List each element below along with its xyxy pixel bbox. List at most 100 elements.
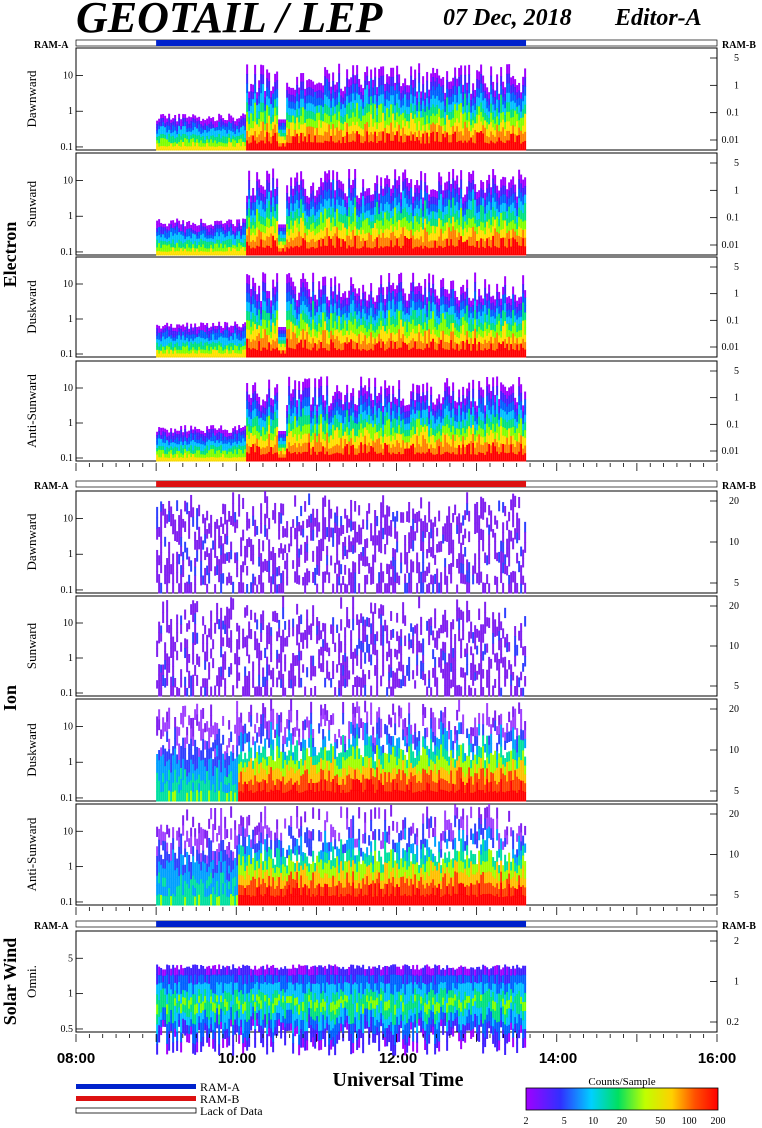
- spectrogram-cell: [446, 97, 449, 107]
- spectrogram-cell: [460, 179, 463, 190]
- spectrogram-cell: [262, 224, 265, 233]
- spectrogram-cell: [354, 303, 357, 312]
- spectrogram-cell: [498, 93, 501, 101]
- spectrogram-cell: [506, 211, 509, 219]
- spectrogram-cell: [330, 93, 333, 102]
- spectrogram-cell: [284, 238, 287, 242]
- spectrogram-cell: [242, 353, 245, 358]
- spectrogram-cell: [244, 226, 247, 232]
- spectrogram-cell: [450, 289, 453, 299]
- spectrogram-cell: [376, 122, 379, 130]
- spectrogram-cell: [376, 302, 379, 310]
- spectrogram-cell: [280, 238, 283, 242]
- spectrogram-cell: [162, 339, 165, 344]
- spectrogram-cell: [342, 328, 345, 337]
- spectrogram-cell: [424, 279, 427, 289]
- spectrogram-cell: [246, 310, 249, 321]
- spectrogram-cell: [488, 124, 491, 132]
- spectrogram-cell: [278, 244, 281, 249]
- spectrogram-cell: [466, 127, 469, 136]
- spectrogram-cell: [374, 207, 377, 216]
- spectrogram-cell: [368, 217, 371, 226]
- spectrogram-cell: [334, 321, 337, 331]
- spectrogram-cell: [342, 97, 345, 105]
- spectrogram-cell: [360, 299, 363, 307]
- spectrogram-cell: [228, 227, 231, 232]
- spectrogram-cell: [186, 139, 189, 144]
- x-tick-label: 10:00: [218, 1050, 256, 1067]
- spectrogram-cell: [360, 350, 363, 358]
- spectrogram-cell: [180, 248, 183, 253]
- spectrogram-cell: [412, 328, 415, 339]
- spectrogram-cell: [418, 185, 421, 194]
- spectrogram-cell: [304, 304, 307, 315]
- spectrogram-cell: [412, 222, 415, 230]
- spectrogram-cell: [224, 341, 227, 346]
- spectrogram-cell: [326, 303, 329, 311]
- spectrogram-cell: [374, 344, 377, 352]
- spectrogram-cell: [454, 320, 457, 329]
- spectrogram-cell: [226, 239, 229, 245]
- spectrogram-cell: [204, 120, 207, 124]
- spectrogram-cell: [354, 178, 357, 189]
- spectrogram-cell: [406, 325, 409, 333]
- spectrogram-cell: [378, 193, 381, 201]
- spectrogram-cell: [402, 199, 405, 210]
- spectrogram-cell: [324, 227, 327, 237]
- spectrogram-cell: [428, 129, 431, 138]
- spectrogram-cell: [512, 228, 515, 239]
- spectrogram-cell: [398, 74, 401, 84]
- spectrogram-cell: [174, 340, 177, 345]
- spectrogram-cell: [442, 226, 445, 234]
- spectrogram-cell: [386, 333, 389, 342]
- spectrogram-cell: [356, 140, 359, 151]
- spectrogram-cell: [400, 338, 403, 349]
- spectrogram-cell: [256, 199, 259, 210]
- spectrogram-cell: [204, 349, 207, 354]
- spectrogram-cell: [422, 223, 425, 230]
- spectrogram-cell: [492, 127, 495, 136]
- spectrogram-cell: [502, 81, 505, 90]
- spectrogram-cell: [310, 208, 313, 218]
- spectrogram-cell: [214, 251, 217, 256]
- spectrogram-cell: [448, 96, 451, 106]
- spectrogram-cell: [506, 64, 509, 75]
- spectrogram-cell: [442, 117, 445, 127]
- spectrogram-cell: [458, 312, 461, 320]
- spectrogram-cell: [272, 121, 275, 130]
- spectrogram-cell: [178, 117, 181, 123]
- spectrogram-cell: [498, 137, 501, 145]
- x-tick-label: 12:00: [379, 1050, 417, 1067]
- spectrogram-cell: [378, 295, 381, 304]
- spectrogram-cell: [350, 109, 353, 119]
- spectrogram-cell: [172, 142, 175, 147]
- spectrogram-cell: [438, 331, 441, 339]
- spectrogram-cell: [354, 108, 357, 118]
- spectrogram-cell: [256, 124, 259, 132]
- spectrogram-cell: [468, 227, 471, 238]
- spectrogram-cell: [282, 241, 285, 246]
- spectrogram-cell: [316, 142, 319, 151]
- spectrogram-cell: [266, 334, 269, 343]
- spectrogram-cell: [252, 91, 255, 100]
- spectrogram-cell: [240, 245, 243, 250]
- spectrogram-cell: [366, 300, 369, 308]
- spectrogram-cell: [244, 230, 247, 236]
- spectrogram-cell: [416, 309, 419, 319]
- spectrogram-cell: [444, 99, 447, 107]
- spectrogram-cell: [448, 134, 451, 143]
- spectrogram-cell: [490, 336, 493, 345]
- spectrogram-cell: [384, 229, 387, 239]
- spectrogram-cell: [240, 232, 243, 237]
- spectrogram-cell: [174, 130, 177, 135]
- spectrogram-cell: [190, 248, 193, 253]
- spectrogram-cell: [308, 94, 311, 104]
- spectrogram-cell: [484, 112, 487, 121]
- spectrogram-cell: [242, 145, 245, 151]
- spectrogram-cell: [364, 89, 367, 99]
- spectrogram-cell: [486, 293, 489, 302]
- spectrogram-cell: [158, 332, 161, 337]
- spectrogram-cell: [460, 207, 463, 218]
- spectrogram-cell: [232, 224, 235, 229]
- spectrogram-cell: [342, 110, 345, 118]
